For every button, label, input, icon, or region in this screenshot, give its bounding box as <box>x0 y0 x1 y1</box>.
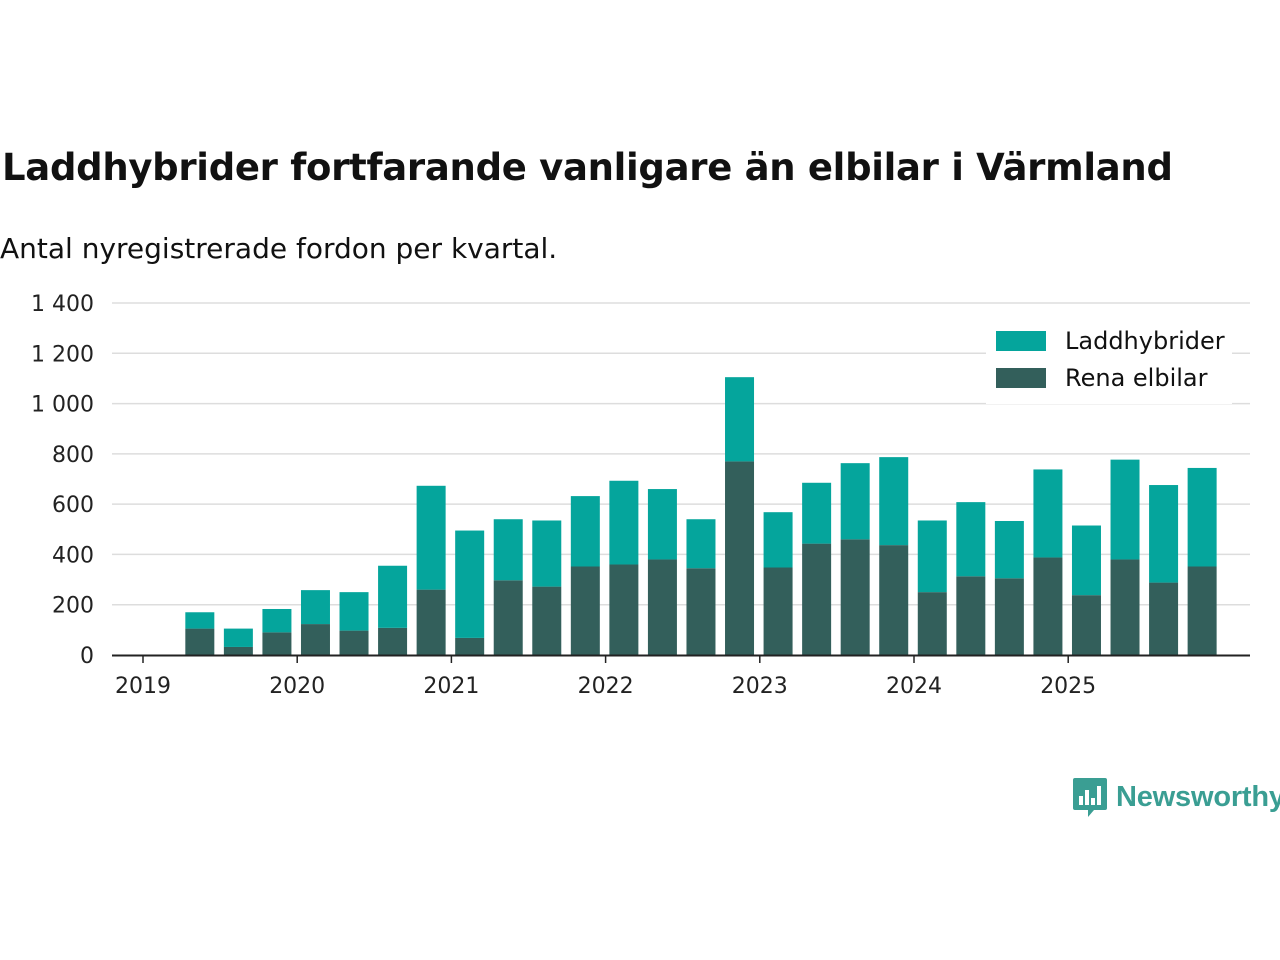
y-tick-label: 400 <box>52 543 94 568</box>
bar-rena-elbilar <box>609 564 639 655</box>
bar-laddhybrider <box>686 519 716 569</box>
bar-laddhybrider <box>802 482 832 544</box>
bar-rena-elbilar <box>300 624 330 655</box>
y-tick-label: 200 <box>52 594 94 619</box>
bar-rena-elbilar <box>185 628 215 655</box>
y-tick-label: 0 <box>80 644 94 669</box>
bar-laddhybrider <box>609 480 639 565</box>
bar-laddhybrider <box>455 530 485 638</box>
legend-swatch-laddhybrider <box>996 331 1046 351</box>
legend-label-rena-elbilar: Rena elbilar <box>1065 364 1208 392</box>
newsworthy-logo-icon <box>1073 778 1107 817</box>
bar-rena-elbilar <box>416 589 446 655</box>
bar-laddhybrider <box>339 592 369 631</box>
x-tick-label: 2019 <box>115 674 171 699</box>
bar-rena-elbilar <box>802 543 832 655</box>
bar-laddhybrider <box>1033 469 1063 558</box>
bar-rena-elbilar <box>339 630 369 655</box>
legend-label-laddhybrider: Laddhybrider <box>1065 327 1225 355</box>
brand-logo: Newsworthy <box>1072 776 1280 818</box>
bar-laddhybrider <box>1071 525 1101 596</box>
bar-rena-elbilar <box>455 637 485 655</box>
bar-rena-elbilar <box>725 461 755 655</box>
y-tick-label: 1 400 <box>31 292 94 317</box>
x-tick-label: 2024 <box>886 674 942 699</box>
bar-rena-elbilar <box>1071 595 1101 655</box>
bar-laddhybrider <box>185 612 215 629</box>
bar-laddhybrider <box>1187 467 1217 567</box>
bar-laddhybrider <box>493 519 523 581</box>
bar-rena-elbilar <box>262 632 292 655</box>
bar-rena-elbilar <box>1110 559 1140 655</box>
bar-rena-elbilar <box>532 586 562 655</box>
bar-laddhybrider <box>647 489 677 560</box>
y-axis-ticks: 0 200 400 600 800 1 000 1 200 1 400 <box>31 292 94 669</box>
bar-laddhybrider <box>956 502 986 577</box>
y-tick-label: 800 <box>52 443 94 468</box>
bar-rena-elbilar <box>493 580 523 655</box>
y-tick-label: 1 200 <box>31 342 94 367</box>
bar-rena-elbilar <box>1033 557 1063 655</box>
bar-laddhybrider <box>879 457 909 546</box>
bar-rena-elbilar <box>378 627 408 655</box>
legend-swatch-rena-elbilar <box>996 368 1046 388</box>
legend: Laddhybrider Rena elbilar <box>986 318 1232 404</box>
y-tick-label: 1 000 <box>31 393 94 418</box>
bar-rena-elbilar <box>647 559 677 655</box>
bar-rena-elbilar <box>223 646 253 655</box>
bar-laddhybrider <box>378 565 408 628</box>
bar-rena-elbilar <box>1149 582 1179 655</box>
bar-laddhybrider <box>262 608 292 633</box>
bar-rena-elbilar <box>686 568 716 655</box>
x-tick-label: 2022 <box>578 674 634 699</box>
bar-rena-elbilar <box>994 578 1024 655</box>
bar-rena-elbilar <box>840 539 870 655</box>
bar-laddhybrider <box>570 496 600 567</box>
bar-laddhybrider <box>763 512 793 568</box>
chart-title: Laddhybrider fortfarande vanligare än el… <box>2 146 1173 189</box>
brand-name: Newsworthy <box>1116 780 1280 813</box>
y-tick-label: 600 <box>52 493 94 518</box>
bar-laddhybrider <box>917 520 947 593</box>
bar-laddhybrider <box>300 590 330 625</box>
bar-laddhybrider <box>1110 459 1140 560</box>
bar-rena-elbilar <box>956 576 986 655</box>
bar-laddhybrider <box>532 520 562 587</box>
x-tick-label: 2020 <box>269 674 325 699</box>
x-tick-label: 2025 <box>1040 674 1096 699</box>
bar-laddhybrider <box>994 520 1024 579</box>
bar-rena-elbilar <box>570 566 600 655</box>
x-tick-label: 2021 <box>423 674 479 699</box>
bar-laddhybrider <box>725 377 755 462</box>
bar-rena-elbilar <box>917 592 947 655</box>
bar-laddhybrider <box>223 628 253 647</box>
bar-rena-elbilar <box>1187 566 1217 655</box>
chart-subtitle: Antal nyregistrerade fordon per kvartal. <box>0 232 558 265</box>
bar-laddhybrider <box>1149 485 1179 583</box>
bars <box>185 377 1217 655</box>
bar-laddhybrider <box>840 463 870 540</box>
x-axis-ticks: 2019 2020 2021 2022 2023 2024 2025 <box>115 655 1096 699</box>
bar-rena-elbilar <box>879 545 909 655</box>
x-tick-label: 2023 <box>732 674 788 699</box>
bar-rena-elbilar <box>763 567 793 655</box>
bar-laddhybrider <box>416 485 446 590</box>
